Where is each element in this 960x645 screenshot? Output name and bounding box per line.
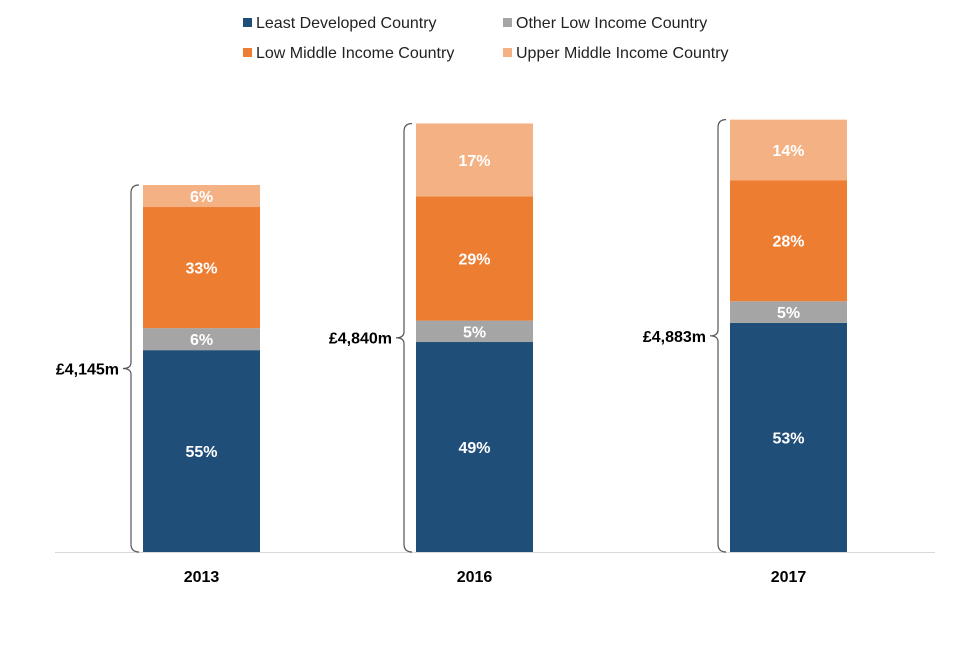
data-label: 29%: [458, 251, 490, 268]
bar-segment: [730, 301, 847, 323]
legend-item: Other Low Income Country: [503, 15, 707, 32]
legend-label: Low Middle Income Country: [256, 45, 454, 62]
bar-segment: [143, 207, 260, 329]
total-label: £4,840m: [329, 331, 392, 348]
bar-segment: [730, 119, 847, 181]
data-label: 5%: [463, 324, 486, 341]
legend-label: Upper Middle Income Country: [516, 45, 729, 62]
bar-segment: [143, 350, 260, 552]
data-label: 5%: [777, 305, 800, 322]
data-label: 14%: [772, 143, 804, 160]
legend-label: Least Developed Country: [256, 15, 437, 32]
total-label: £4,145m: [56, 362, 119, 379]
legend-label: Other Low Income Country: [516, 15, 707, 32]
legend-swatch: [503, 48, 512, 57]
x-tick-label: 2016: [457, 569, 493, 586]
bar-segment: [143, 185, 260, 208]
data-label: 33%: [185, 261, 217, 278]
bar-segment: [416, 196, 533, 321]
total-brace: [709, 119, 727, 553]
data-label: 6%: [190, 189, 213, 206]
legend-item: Upper Middle Income Country: [503, 45, 729, 62]
data-label: 55%: [185, 444, 217, 461]
bar-2013: 55% 6% 33% 6% £4,145m 2013: [56, 184, 260, 586]
bar-segment: [416, 320, 533, 343]
data-label: 28%: [772, 234, 804, 251]
x-tick-label: 2017: [771, 569, 807, 586]
total-label: £4,883m: [643, 329, 706, 346]
total-brace: [122, 184, 140, 553]
legend-swatch: [243, 18, 252, 27]
total-brace: [395, 122, 413, 553]
data-label: 49%: [458, 440, 490, 457]
bars: 55% 6% 33% 6% £4,145m 2013 49% 5% 29% 17% £4,840m 2…: [56, 119, 847, 586]
bar-2017: 53% 5% 28% 14% £4,883m 2017: [643, 119, 847, 586]
data-label: 17%: [458, 153, 490, 170]
bar-segment: [730, 322, 847, 552]
legend-item: Low Middle Income Country: [243, 45, 454, 62]
x-tick-label: 2013: [184, 569, 220, 586]
bar-segment: [730, 180, 847, 302]
data-label: 53%: [772, 430, 804, 447]
legend-swatch: [503, 18, 512, 27]
bar-segment: [416, 123, 533, 197]
bar-2016: 49% 5% 29% 17% £4,840m 2016: [329, 122, 533, 586]
bar-segment: [416, 342, 533, 552]
legend-item: Least Developed Country: [243, 15, 437, 32]
legend: Least Developed Country Other Low Income …: [243, 15, 729, 62]
legend-swatch: [243, 48, 252, 57]
bar-segment: [143, 328, 260, 351]
data-label: 6%: [190, 332, 213, 349]
